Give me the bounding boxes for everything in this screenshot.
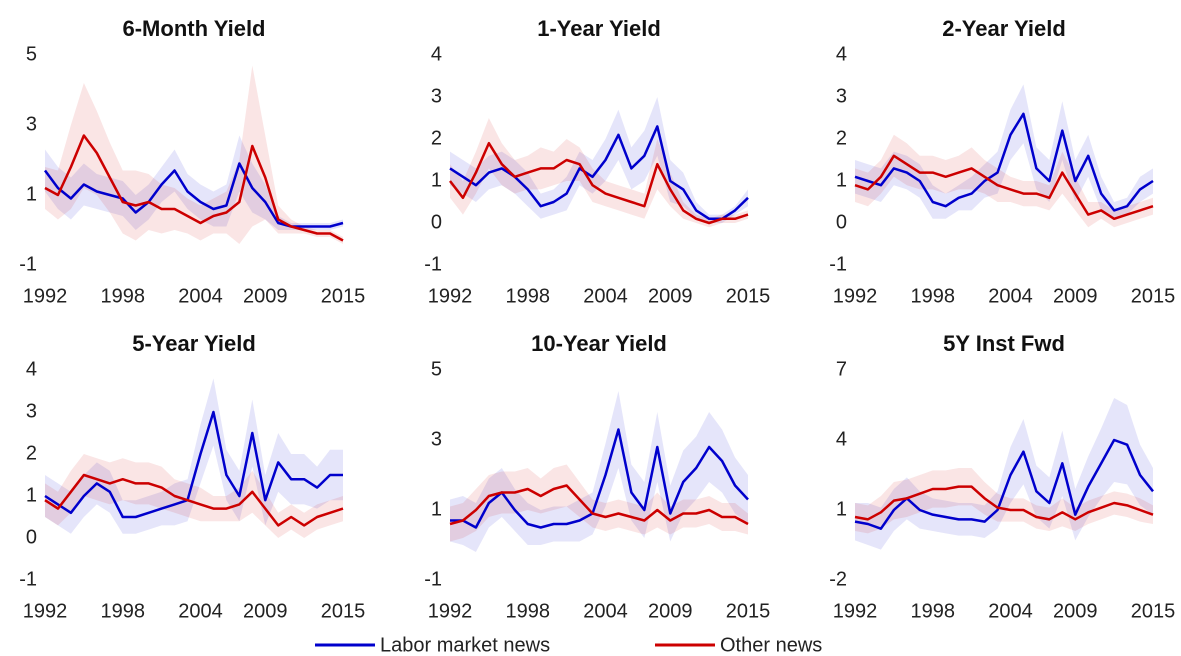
series-line <box>449 141 749 225</box>
y-tick-label: 5 <box>431 358 442 380</box>
x-tick-label: 2015 <box>1131 285 1176 307</box>
series-line <box>44 473 344 527</box>
y-tick-label: -2 <box>829 568 847 590</box>
y-tick-label: 4 <box>431 43 442 65</box>
y-tick-label: 3 <box>26 400 37 422</box>
y-tick-label: -1 <box>424 568 442 590</box>
x-tick-label: 1992 <box>833 285 878 307</box>
x-tick-label: 1992 <box>833 600 878 622</box>
series-line <box>449 484 749 526</box>
x-tick-label: 1998 <box>505 600 550 622</box>
x-tick-label: 2009 <box>243 285 288 307</box>
confidence-band <box>45 378 343 534</box>
chart-title: 2-Year Yield <box>942 16 1066 41</box>
confidence-band <box>450 97 748 223</box>
y-tick-label: 0 <box>26 526 37 548</box>
x-tick-label: 1992 <box>428 285 473 307</box>
confidence-band <box>855 398 1153 550</box>
confidence-band <box>45 65 343 244</box>
series-line <box>854 154 1154 221</box>
x-tick-label: 1992 <box>23 600 68 622</box>
x-tick-label: 1992 <box>23 285 68 307</box>
x-tick-label: 1998 <box>100 285 145 307</box>
series-line <box>854 112 1154 212</box>
series-line <box>854 485 1154 521</box>
x-tick-label: 2004 <box>178 285 223 307</box>
chart-title: 10-Year Yield <box>531 331 667 356</box>
x-tick-label: 1998 <box>910 285 955 307</box>
x-tick-label: 2015 <box>321 285 366 307</box>
chart-title: 6-Month Yield <box>123 16 266 41</box>
x-tick-label: 2009 <box>648 285 693 307</box>
y-tick-label: 4 <box>836 428 847 450</box>
confidence-band <box>45 454 343 538</box>
y-tick-label: 0 <box>431 211 442 233</box>
legend-label: Labor market news <box>380 634 550 656</box>
y-tick-label: -1 <box>19 253 37 275</box>
series-line <box>44 410 343 519</box>
legend-label: Other news <box>720 634 822 656</box>
x-tick-label: 2009 <box>1053 600 1098 622</box>
x-tick-label: 2004 <box>178 600 223 622</box>
y-tick-label: 2 <box>431 127 442 149</box>
x-tick-label: 2004 <box>988 285 1033 307</box>
x-tick-label: 2015 <box>726 285 771 307</box>
x-tick-label: 1998 <box>100 600 145 622</box>
y-tick-label: 4 <box>836 43 847 65</box>
chart-title: 5Y Inst Fwd <box>943 331 1065 356</box>
confidence-band <box>855 134 1153 228</box>
x-tick-label: 2004 <box>583 600 628 622</box>
y-tick-label: 1 <box>26 484 37 506</box>
y-tick-label: 3 <box>431 85 442 107</box>
chart-title: 5-Year Yield <box>132 331 256 356</box>
y-tick-label: 1 <box>26 183 37 205</box>
y-tick-label: -1 <box>829 253 847 275</box>
x-tick-label: 2009 <box>648 600 693 622</box>
series-line <box>449 125 749 221</box>
x-tick-label: 2004 <box>583 285 628 307</box>
y-tick-label: 3 <box>836 85 847 107</box>
confidence-band <box>450 391 748 552</box>
confidence-band <box>450 464 748 542</box>
x-tick-label: 2009 <box>1053 285 1098 307</box>
y-tick-label: 3 <box>431 428 442 450</box>
y-tick-label: 3 <box>26 113 37 135</box>
y-tick-label: 4 <box>26 358 37 380</box>
y-tick-label: 1 <box>836 498 847 520</box>
x-tick-label: 1998 <box>505 285 550 307</box>
y-tick-label: 0 <box>836 211 847 233</box>
series-line <box>854 438 1154 530</box>
series-line <box>44 134 344 242</box>
y-tick-label: -1 <box>19 568 37 590</box>
chart-title: 1-Year Yield <box>537 16 661 41</box>
confidence-band <box>450 118 748 228</box>
y-tick-label: 1 <box>431 169 442 191</box>
x-tick-label: 2015 <box>321 600 366 622</box>
x-tick-label: 2009 <box>243 600 288 622</box>
x-tick-label: 2015 <box>1131 600 1176 622</box>
y-tick-label: 2 <box>26 442 37 464</box>
x-tick-label: 1992 <box>428 600 473 622</box>
x-tick-label: 1998 <box>910 600 955 622</box>
y-tick-label: -1 <box>424 253 442 275</box>
y-tick-label: 1 <box>431 498 442 520</box>
y-tick-label: 5 <box>26 43 37 65</box>
x-tick-label: 2015 <box>726 600 771 622</box>
y-tick-label: 1 <box>836 169 847 191</box>
x-tick-label: 2004 <box>988 600 1033 622</box>
y-tick-label: 7 <box>836 358 847 380</box>
y-tick-label: 2 <box>836 127 847 149</box>
